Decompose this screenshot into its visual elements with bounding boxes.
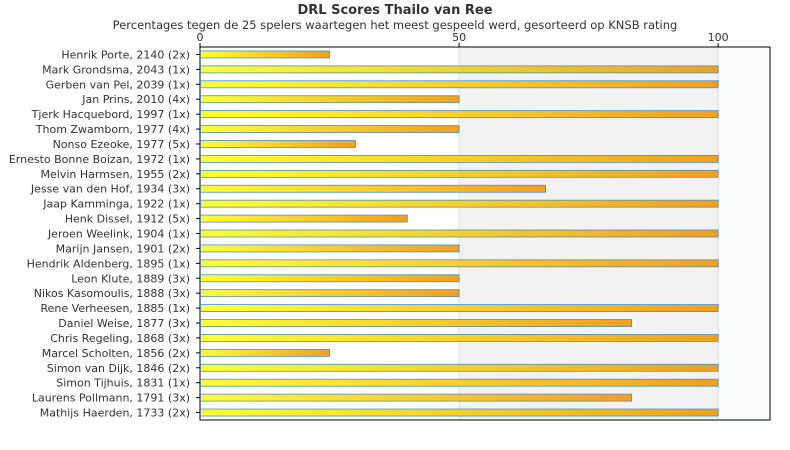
bar	[200, 214, 408, 223]
chart-title: DRL Scores Thailo van Ree	[297, 3, 493, 18]
bar	[200, 80, 719, 89]
category-label: Marijn Jansen, 1901 (2x)	[56, 242, 190, 255]
category-label: Simon van Dijk, 1846 (2x)	[47, 362, 190, 375]
category-label: Gerben van Pel, 2039 (1x)	[46, 78, 190, 91]
category-label: Laurens Pollmann, 1791 (3x)	[32, 392, 190, 405]
x-tick-label: 0	[197, 31, 204, 44]
bar	[200, 363, 719, 372]
bar	[200, 378, 719, 387]
bar	[200, 229, 719, 238]
bar	[200, 50, 330, 59]
category-label: Marcel Scholten, 1856 (2x)	[42, 347, 190, 360]
category-label: Ernesto Bonne Boizan, 1972 (1x)	[9, 153, 190, 166]
category-label: Mathijs Haerden, 1733 (2x)	[40, 407, 190, 420]
category-label: Tjerk Hacquebord, 1997 (1x)	[31, 108, 190, 121]
bar	[200, 110, 719, 119]
category-label: Leon Klute, 1889 (3x)	[71, 272, 190, 285]
category-label: Jaap Kamminga, 1922 (1x)	[42, 198, 190, 211]
category-label: Chris Regeling, 1868 (3x)	[50, 332, 190, 345]
category-label: Hendrik Aldenberg, 1895 (1x)	[27, 257, 190, 270]
bar	[200, 125, 460, 133]
category-label: Thom Zwamborn, 1977 (4x)	[35, 123, 190, 136]
bar	[200, 169, 719, 178]
category-label: Nonso Ezeoke, 1977 (5x)	[53, 138, 190, 151]
bar	[200, 154, 719, 163]
bar	[200, 334, 719, 342]
category-label: Melvin Harmsen, 1955 (2x)	[41, 168, 190, 181]
bar	[200, 319, 633, 327]
chart-subtitle: Percentages tegen de 25 spelers waartege…	[112, 18, 678, 32]
bar	[200, 95, 460, 104]
bar	[200, 244, 460, 253]
bar	[200, 304, 719, 313]
category-label: Nikos Kasomoulis, 1888 (3x)	[34, 287, 190, 300]
category-label: Jan Prins, 2010 (4x)	[81, 93, 190, 106]
category-label: Henrik Porte, 2140 (2x)	[61, 48, 190, 61]
category-label: Rene Verheesen, 1885 (1x)	[41, 302, 190, 315]
bar	[200, 184, 547, 193]
bar	[200, 199, 719, 208]
category-label: Jeroen Weelink, 1904 (1x)	[47, 228, 190, 241]
category-label: Daniel Weise, 1877 (3x)	[58, 317, 190, 330]
bar	[200, 408, 719, 417]
bar	[200, 289, 460, 298]
grid-band	[718, 47, 770, 420]
category-label: Simon Tijhuis, 1831 (1x)	[56, 377, 190, 390]
x-tick-label: 50	[452, 31, 466, 44]
x-tick-label: 100	[708, 31, 729, 44]
category-label: Jesse van den Hof, 1934 (3x)	[30, 183, 190, 196]
bar	[200, 65, 719, 74]
bar	[200, 140, 356, 148]
bar	[200, 348, 330, 357]
bar	[200, 393, 633, 402]
bar	[200, 274, 460, 283]
category-label: Mark Grondsma, 2043 (1x)	[42, 63, 190, 76]
category-label: Henk Dissel, 1912 (5x)	[65, 213, 190, 226]
bar	[200, 259, 719, 268]
